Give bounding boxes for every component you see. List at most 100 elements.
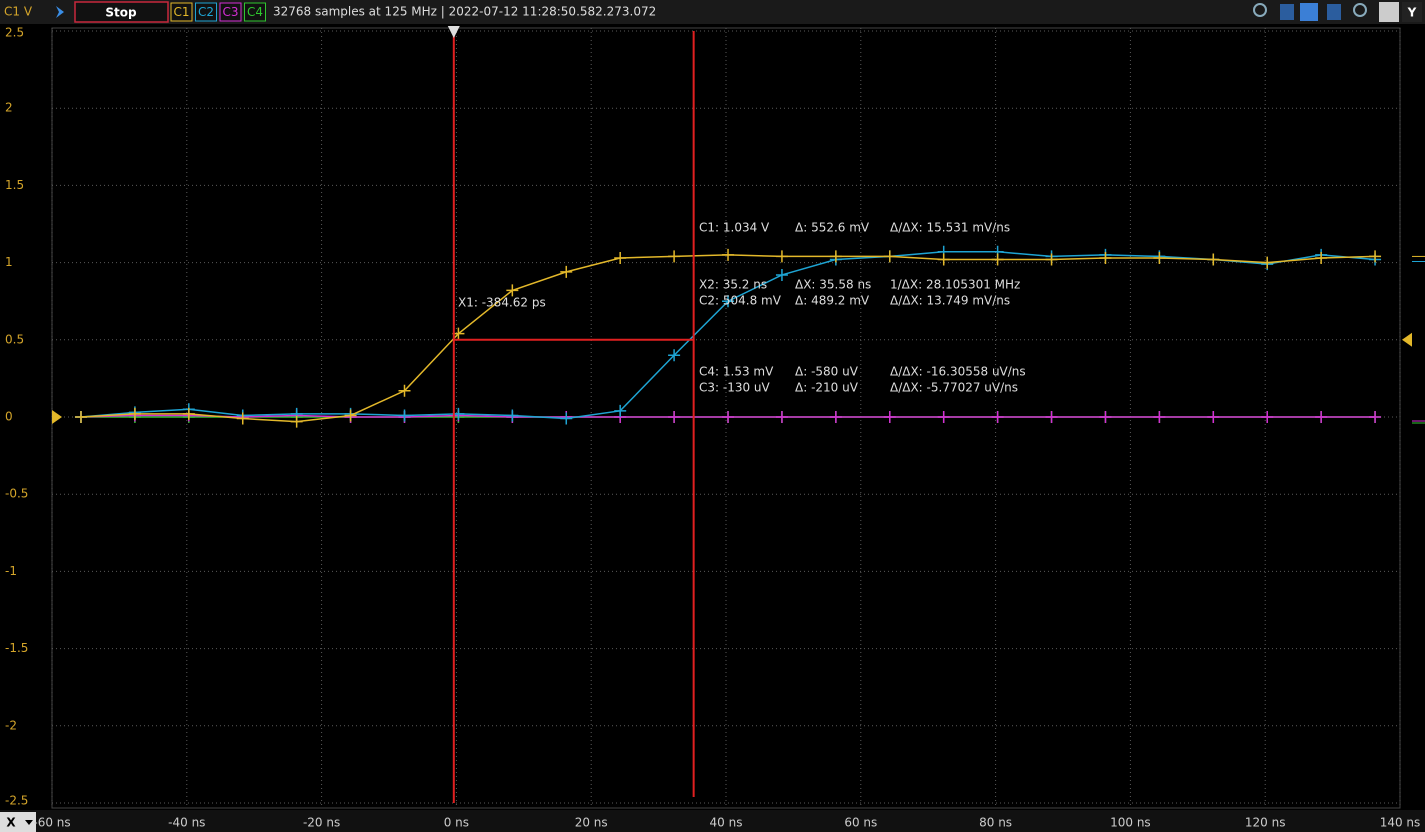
- y-tick-label: 0.5: [5, 332, 24, 346]
- cursor-readout: C2: 504.8 mV: [699, 294, 782, 308]
- cursor-readout: Δ: 489.2 mV: [795, 294, 870, 308]
- y-tick-label: -1.5: [5, 641, 28, 655]
- sample-marker: [1369, 411, 1382, 423]
- y-tick-label: 2: [5, 101, 13, 115]
- sample-marker: [668, 349, 681, 362]
- sample-marker: [1099, 251, 1112, 264]
- sample-marker: [775, 411, 788, 423]
- y-unit: C1 V: [4, 5, 33, 19]
- x-tick-label: -40 ns: [168, 816, 205, 830]
- cursor-readout: C4: 1.53 mV: [699, 365, 774, 379]
- stop-label: Stop: [105, 6, 137, 20]
- sample-marker: [182, 407, 195, 420]
- toolbar-icons: [1253, 2, 1399, 22]
- zoom-out-icon[interactable]: [1353, 3, 1367, 17]
- sample-marker: [883, 250, 896, 263]
- y-tick-label: 2.5: [5, 26, 24, 40]
- sample-marker: [398, 384, 411, 397]
- legend-box: [170, 2, 193, 22]
- legend-box: [219, 2, 242, 22]
- y-button[interactable]: [1402, 2, 1422, 22]
- sample-marker: [614, 251, 627, 264]
- sample-marker: [937, 253, 950, 266]
- sample-marker: [560, 412, 573, 425]
- x-button-label: X: [6, 816, 16, 830]
- sample-marker: [1045, 411, 1058, 423]
- legend-label: C3: [222, 5, 238, 19]
- trigger-position-marker: [447, 26, 460, 38]
- stop-button[interactable]: [74, 1, 169, 23]
- sample-marker: [1207, 411, 1220, 423]
- cursor-readout: Δ/ΔX: 13.749 mV/ns: [890, 294, 1010, 308]
- sample-marker: [883, 411, 896, 423]
- icon[interactable]: [1300, 3, 1318, 21]
- legend-label: C4: [247, 5, 263, 19]
- sample-marker: [991, 253, 1004, 266]
- x-tick-label: 20 ns: [575, 816, 608, 830]
- y-button-label: Y: [1407, 6, 1417, 20]
- x-tick-label: 100 ns: [1110, 816, 1151, 830]
- plot-frame: [51, 27, 1401, 809]
- x-tick-label: 140 ns: [1380, 816, 1421, 830]
- sample-marker: [1369, 250, 1382, 263]
- sample-marker: [290, 415, 303, 428]
- sample-marker: [74, 411, 87, 423]
- cursor-readout: 1/ΔX: 28.105301 MHz: [890, 278, 1020, 292]
- sample-marker: [1315, 411, 1328, 423]
- legend-label: C2: [198, 5, 214, 19]
- sample-marker: [1099, 411, 1112, 423]
- y-tick-label: 0: [5, 410, 13, 424]
- legend: C1 C2 C3 C4: [170, 2, 266, 22]
- cursor-readout: Δ: -210 uV: [795, 381, 859, 395]
- sample-marker: [1261, 411, 1274, 423]
- cursor-readout: C3: -130 uV: [699, 381, 771, 395]
- sample-marker: [829, 250, 842, 263]
- sample-marker: [722, 295, 735, 308]
- x-tick-label: -20 ns: [303, 816, 340, 830]
- cursor-readout: ΔX: 35.58 ns: [795, 278, 871, 292]
- legend-box: [244, 2, 266, 22]
- sample-marker: [1261, 256, 1274, 269]
- zoom-in-icon[interactable]: [1253, 3, 1267, 17]
- sample-marker: [991, 411, 1004, 423]
- legend-label: C1: [173, 5, 189, 19]
- y-tick-label: -2: [5, 718, 17, 732]
- sample-marker: [722, 248, 735, 261]
- dropdown-arrow[interactable]: [25, 820, 33, 825]
- cursor-readout: X2: 35.2 ns: [699, 278, 767, 292]
- sample-marker: [344, 409, 357, 422]
- x-tick-label: 0 ns: [444, 816, 469, 830]
- y-tick-label: -1: [5, 564, 17, 578]
- y-tick-label: -0.5: [5, 487, 28, 501]
- x-tick-label: -60 ns: [33, 816, 70, 830]
- cursor-readout: Δ: -580 uV: [795, 365, 859, 379]
- x-axis-bar: [0, 810, 1425, 832]
- icon[interactable]: [1327, 4, 1341, 20]
- sample-marker: [937, 411, 950, 423]
- run-icon[interactable]: [56, 6, 64, 18]
- legend-box: [195, 2, 217, 22]
- cursor-readout: Δ/ΔX: -16.30558 uV/ns: [890, 365, 1026, 379]
- x-tick-label: 60 ns: [844, 816, 877, 830]
- sample-marker: [1153, 251, 1166, 264]
- cursor-readout: Δ/ΔX: -5.77027 uV/ns: [890, 381, 1018, 395]
- sample-marker: [668, 250, 681, 263]
- settings-icon[interactable]: [1379, 2, 1399, 22]
- y-tick-label: -2.5: [5, 794, 28, 808]
- trigger-level-marker: [1402, 332, 1412, 347]
- x-button[interactable]: [0, 812, 36, 832]
- sample-marker: [1153, 411, 1166, 423]
- sample-marker: [398, 409, 411, 422]
- sample-marker: [506, 284, 519, 297]
- sample-marker: [668, 411, 681, 423]
- icon[interactable]: [1280, 4, 1294, 20]
- cursor-x1-label: X1: -384.62 ps: [458, 296, 546, 310]
- cursor-readout: C1: 1.034 V: [699, 221, 770, 235]
- y-tick-label: 1: [5, 255, 13, 269]
- sample-marker: [614, 404, 627, 417]
- x-tick-label: 120 ns: [1245, 816, 1286, 830]
- y-tick-label: 1.5: [5, 178, 24, 192]
- channel-offset-marker: [52, 410, 62, 424]
